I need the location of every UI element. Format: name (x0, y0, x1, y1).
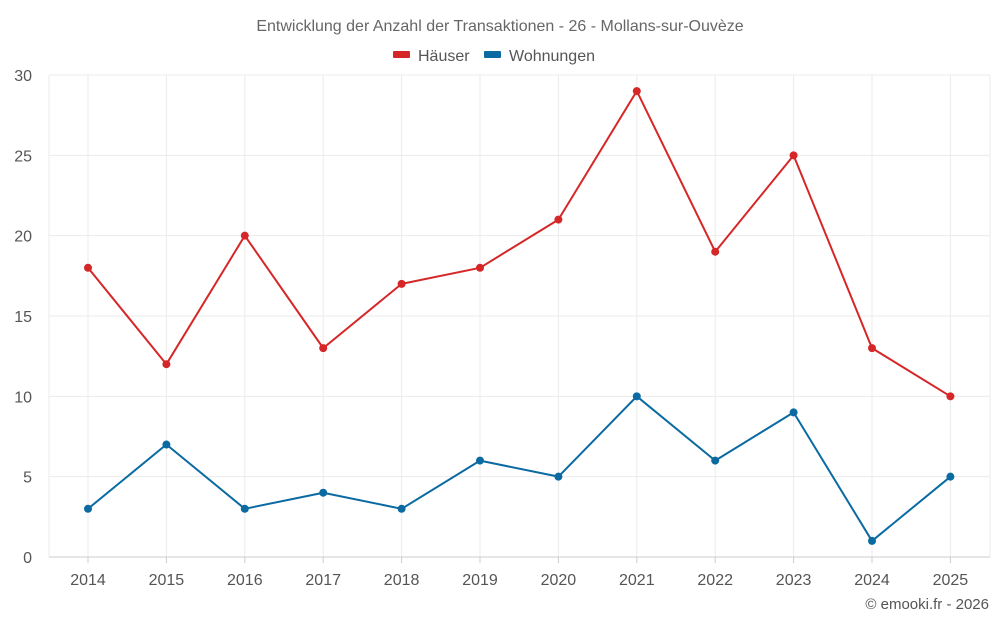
y-tick-label: 25 (14, 148, 32, 165)
data-point-wohnungen[interactable] (789, 408, 798, 417)
y-tick-label: 0 (23, 550, 32, 567)
x-tick-label: 2017 (305, 572, 341, 589)
data-point-hauser[interactable] (476, 263, 484, 272)
legend: Häuser Wohnungen (393, 48, 595, 65)
data-point-wohnungen[interactable] (397, 504, 406, 513)
x-tick-label: 2023 (776, 572, 812, 589)
legend-label-hauser[interactable]: Häuser (418, 48, 470, 65)
data-point-wohnungen[interactable] (554, 472, 563, 481)
data-point-hauser[interactable] (632, 87, 641, 96)
y-tick-label: 10 (14, 389, 32, 406)
x-tick-label: 2018 (384, 572, 420, 589)
series-lines (87, 90, 952, 542)
data-point-wohnungen[interactable] (476, 456, 484, 465)
y-tick-label: 30 (14, 68, 32, 85)
data-point-wohnungen[interactable] (84, 504, 92, 513)
x-tick-label: 2019 (462, 572, 498, 589)
y-tick-label: 5 (23, 470, 32, 487)
data-point-wohnungen[interactable] (162, 440, 171, 449)
data-point-wohnungen[interactable] (946, 472, 955, 481)
data-point-hauser[interactable] (946, 392, 955, 401)
x-tick-label: 2015 (149, 572, 185, 589)
series-line-wohnungen (87, 395, 952, 542)
data-point-wohnungen[interactable] (632, 392, 641, 401)
data-point-wohnungen[interactable] (711, 456, 720, 465)
data-point-hauser[interactable] (711, 247, 720, 256)
x-tick-label: 2016 (227, 572, 263, 589)
data-point-wohnungen[interactable] (868, 536, 876, 545)
data-point-hauser[interactable] (162, 360, 171, 369)
data-point-hauser[interactable] (84, 263, 92, 272)
x-tick-label: 2020 (541, 572, 577, 589)
data-point-hauser[interactable] (789, 151, 798, 160)
grid (49, 74, 990, 557)
series-line-hauser (87, 90, 952, 398)
chart-title: Entwicklung der Anzahl der Transaktionen… (256, 18, 743, 35)
legend-swatch-hauser (393, 51, 410, 58)
series-points (84, 87, 955, 545)
legend-swatch-wohnungen (484, 51, 501, 58)
data-point-hauser[interactable] (240, 231, 249, 240)
x-tick-label: 2022 (697, 572, 733, 589)
data-point-hauser[interactable] (868, 344, 876, 353)
data-point-wohnungen[interactable] (240, 504, 249, 513)
x-tick-label: 2014 (70, 572, 106, 589)
x-tick-label: 2024 (854, 572, 890, 589)
x-tick-label: 2021 (619, 572, 655, 589)
x-tick-label: 2025 (933, 572, 969, 589)
legend-label-wohnungen[interactable]: Wohnungen (509, 48, 595, 65)
y-tick-label: 15 (14, 309, 32, 326)
data-point-hauser[interactable] (319, 344, 328, 353)
y-tick-label: 20 (14, 229, 32, 246)
data-point-wohnungen[interactable] (319, 488, 328, 497)
data-point-hauser[interactable] (554, 215, 563, 224)
chart-credit: © emooki.fr - 2026 (865, 596, 989, 613)
data-point-hauser[interactable] (397, 279, 406, 288)
